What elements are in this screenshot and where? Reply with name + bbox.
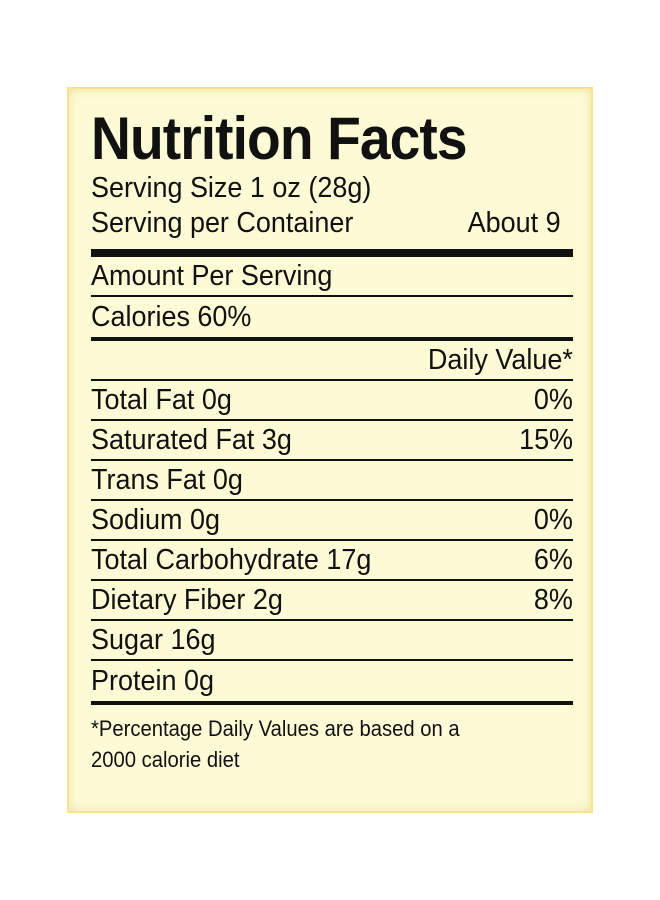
servings-per-container-label: Serving per Container bbox=[91, 207, 354, 239]
calories: Calories 60% bbox=[91, 300, 252, 333]
amount-per-serving-row: Amount Per Serving bbox=[91, 257, 573, 297]
thick-divider bbox=[91, 249, 573, 257]
medium-divider bbox=[91, 337, 573, 341]
footnote-line-1: *Percentage Daily Values are based on a bbox=[91, 716, 460, 741]
nutrient-name: Total Fat 0g bbox=[91, 383, 232, 416]
nutrient-name: Sugar 16g bbox=[91, 623, 216, 656]
nutrition-facts-label: Nutrition Facts Serving Size 1 oz (28g) … bbox=[67, 87, 593, 813]
servings-per-container-value: About 9 bbox=[467, 207, 561, 239]
nutrient-daily-value: 6% bbox=[534, 543, 573, 576]
amount-per-serving: Amount Per Serving bbox=[91, 259, 333, 292]
nutrient-row: Protein 0g bbox=[91, 661, 573, 701]
nutrient-name: Sodium 0g bbox=[91, 503, 220, 536]
nutrient-row: Sugar 16g bbox=[91, 621, 573, 661]
nutrient-name: Saturated Fat 3g bbox=[91, 423, 292, 456]
nutrient-daily-value: 0% bbox=[534, 503, 573, 536]
nutrient-row: Total Carbohydrate 17g 6% bbox=[91, 541, 573, 581]
nutrient-row: Trans Fat 0g bbox=[91, 461, 573, 501]
nutrient-row: Saturated Fat 3g 15% bbox=[91, 421, 573, 461]
footnote-line-2: 2000 calorie diet bbox=[91, 747, 240, 772]
nutrient-name: Total Carbohydrate 17g bbox=[91, 543, 372, 576]
nutrient-name: Dietary Fiber 2g bbox=[91, 583, 283, 616]
nutrient-daily-value: 8% bbox=[534, 583, 573, 616]
nutrient-name: Protein 0g bbox=[91, 664, 214, 697]
bottom-divider bbox=[91, 701, 573, 705]
nutrient-name: Trans Fat 0g bbox=[91, 463, 243, 496]
nutrition-facts-content: Nutrition Facts Serving Size 1 oz (28g) … bbox=[91, 109, 573, 775]
nutrient-row: Sodium 0g 0% bbox=[91, 501, 573, 541]
daily-value-header-row: Daily Value* bbox=[91, 341, 573, 381]
serving-size: Serving Size 1 oz (28g) bbox=[91, 172, 372, 204]
nutrient-daily-value: 0% bbox=[534, 383, 573, 416]
nutrient-row: Total Fat 0g 0% bbox=[91, 381, 573, 421]
calories-row: Calories 60% bbox=[91, 297, 573, 337]
daily-value-header: Daily Value* bbox=[428, 343, 573, 376]
nutrient-daily-value: 15% bbox=[519, 423, 573, 456]
servings-per-container: Serving per Container About 9 bbox=[91, 206, 561, 241]
nutrition-facts-title: Nutrition Facts bbox=[91, 105, 468, 172]
footnote: *Percentage Daily Values are based on a … bbox=[91, 713, 588, 775]
nutrient-row: Dietary Fiber 2g 8% bbox=[91, 581, 573, 621]
